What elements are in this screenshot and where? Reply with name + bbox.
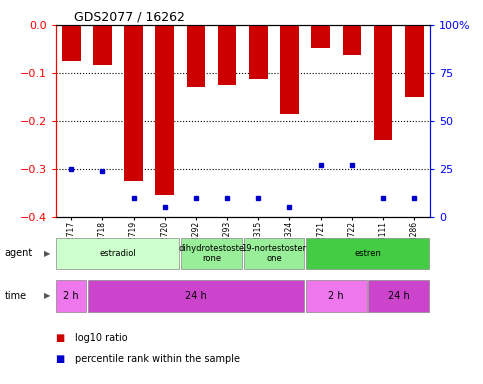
Bar [57, 280, 86, 311]
Bar [186, 25, 205, 88]
Text: 2 h: 2 h [328, 291, 344, 301]
Text: ▶: ▶ [44, 249, 51, 258]
Bar [249, 25, 268, 79]
Text: log10 ratio: log10 ratio [75, 333, 128, 343]
Text: ▶: ▶ [44, 291, 51, 300]
Bar [243, 238, 304, 269]
Text: estradiol: estradiol [99, 249, 136, 258]
Bar [218, 25, 237, 85]
Text: 2 h: 2 h [63, 291, 79, 301]
Text: 19-nortestoster
one: 19-nortestoster one [242, 244, 307, 263]
Bar [342, 25, 361, 55]
Text: percentile rank within the sample: percentile rank within the sample [75, 354, 240, 364]
Bar [306, 238, 429, 269]
Text: ■: ■ [56, 333, 65, 343]
Text: dihydrotestoste
rone: dihydrotestoste rone [178, 244, 244, 263]
Bar [181, 238, 242, 269]
Text: agent: agent [5, 248, 33, 258]
Bar [57, 238, 179, 269]
Bar [88, 280, 304, 311]
Bar [62, 25, 81, 61]
Bar [405, 25, 424, 97]
Bar [93, 25, 112, 65]
Bar [374, 25, 392, 140]
Text: ■: ■ [56, 354, 65, 364]
Bar [306, 280, 367, 311]
Bar [124, 25, 143, 181]
Text: 24 h: 24 h [185, 291, 207, 301]
Text: GDS2077 / 16262: GDS2077 / 16262 [74, 11, 185, 24]
Bar [280, 25, 299, 114]
Text: estren: estren [354, 249, 381, 258]
Bar [312, 25, 330, 48]
Bar [369, 280, 429, 311]
Bar [156, 25, 174, 195]
Text: time: time [5, 291, 27, 301]
Text: 24 h: 24 h [388, 291, 410, 301]
